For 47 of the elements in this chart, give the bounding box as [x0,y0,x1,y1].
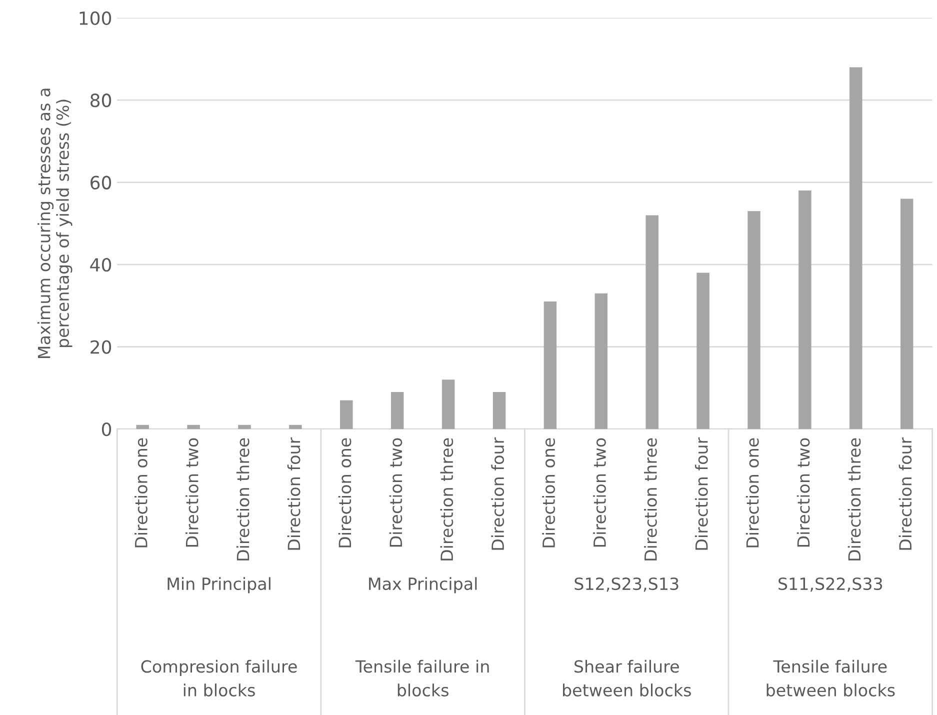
bar [289,424,302,429]
x-tick-label: Direction four [287,437,300,550]
x-tick-label: Direction three [644,438,657,560]
bar [544,302,557,429]
bar [646,215,658,429]
x-tick-label: Direction two [796,438,810,547]
bar [798,190,812,429]
bar [594,293,608,429]
x-tick-label: Direction one [134,438,148,548]
text: Tensile failure in blocks [355,660,489,696]
y-tick-label: 100 [80,11,112,25]
x-tick-label: Direction two [593,438,606,547]
x-tick-label: Direction one [338,438,352,548]
y-tick-label: 20 [90,340,112,354]
text: Max Principal [369,577,477,594]
text: S12,S23,S13 [574,577,678,592]
y-tick-label: 80 [90,94,112,108]
bar [850,67,862,429]
bar [187,424,200,429]
bar [390,392,404,429]
text: Shear failure between blocks [562,660,691,696]
x-tick-label: Direction two [389,438,402,547]
x-tick-label: Direction one [746,438,759,548]
x-tick-label: Direction three [848,438,861,560]
y-axis-title: Maximum occuring stresses as a percentage of yield stress (%) [37,88,72,358]
text: S11,S22,S33 [778,577,882,592]
x-tick-label: Direction three [236,438,250,560]
bar [136,424,149,429]
y-tick-label: 0 [102,422,112,436]
bar [696,272,710,429]
text: Tensile failure between blocks [766,660,895,696]
y-tick-label: 60 [90,176,112,190]
x-tick-label: Direction four [694,437,708,550]
bar [340,400,353,429]
x-tick-label: Direction four [491,437,504,550]
x-tick-label: Direction four [898,437,912,550]
text: Min Principal [168,577,270,594]
bar [492,392,506,429]
x-tick-label: Direction two [185,438,198,547]
bar [748,211,760,429]
bar [900,198,914,429]
text: Compresion failure in blocks [141,660,297,696]
bar [238,424,251,429]
x-tick-label: Direction three [440,438,454,560]
bar [442,380,455,429]
x-tick-label: Direction one [542,438,556,548]
y-tick-label: 40 [90,258,112,272]
